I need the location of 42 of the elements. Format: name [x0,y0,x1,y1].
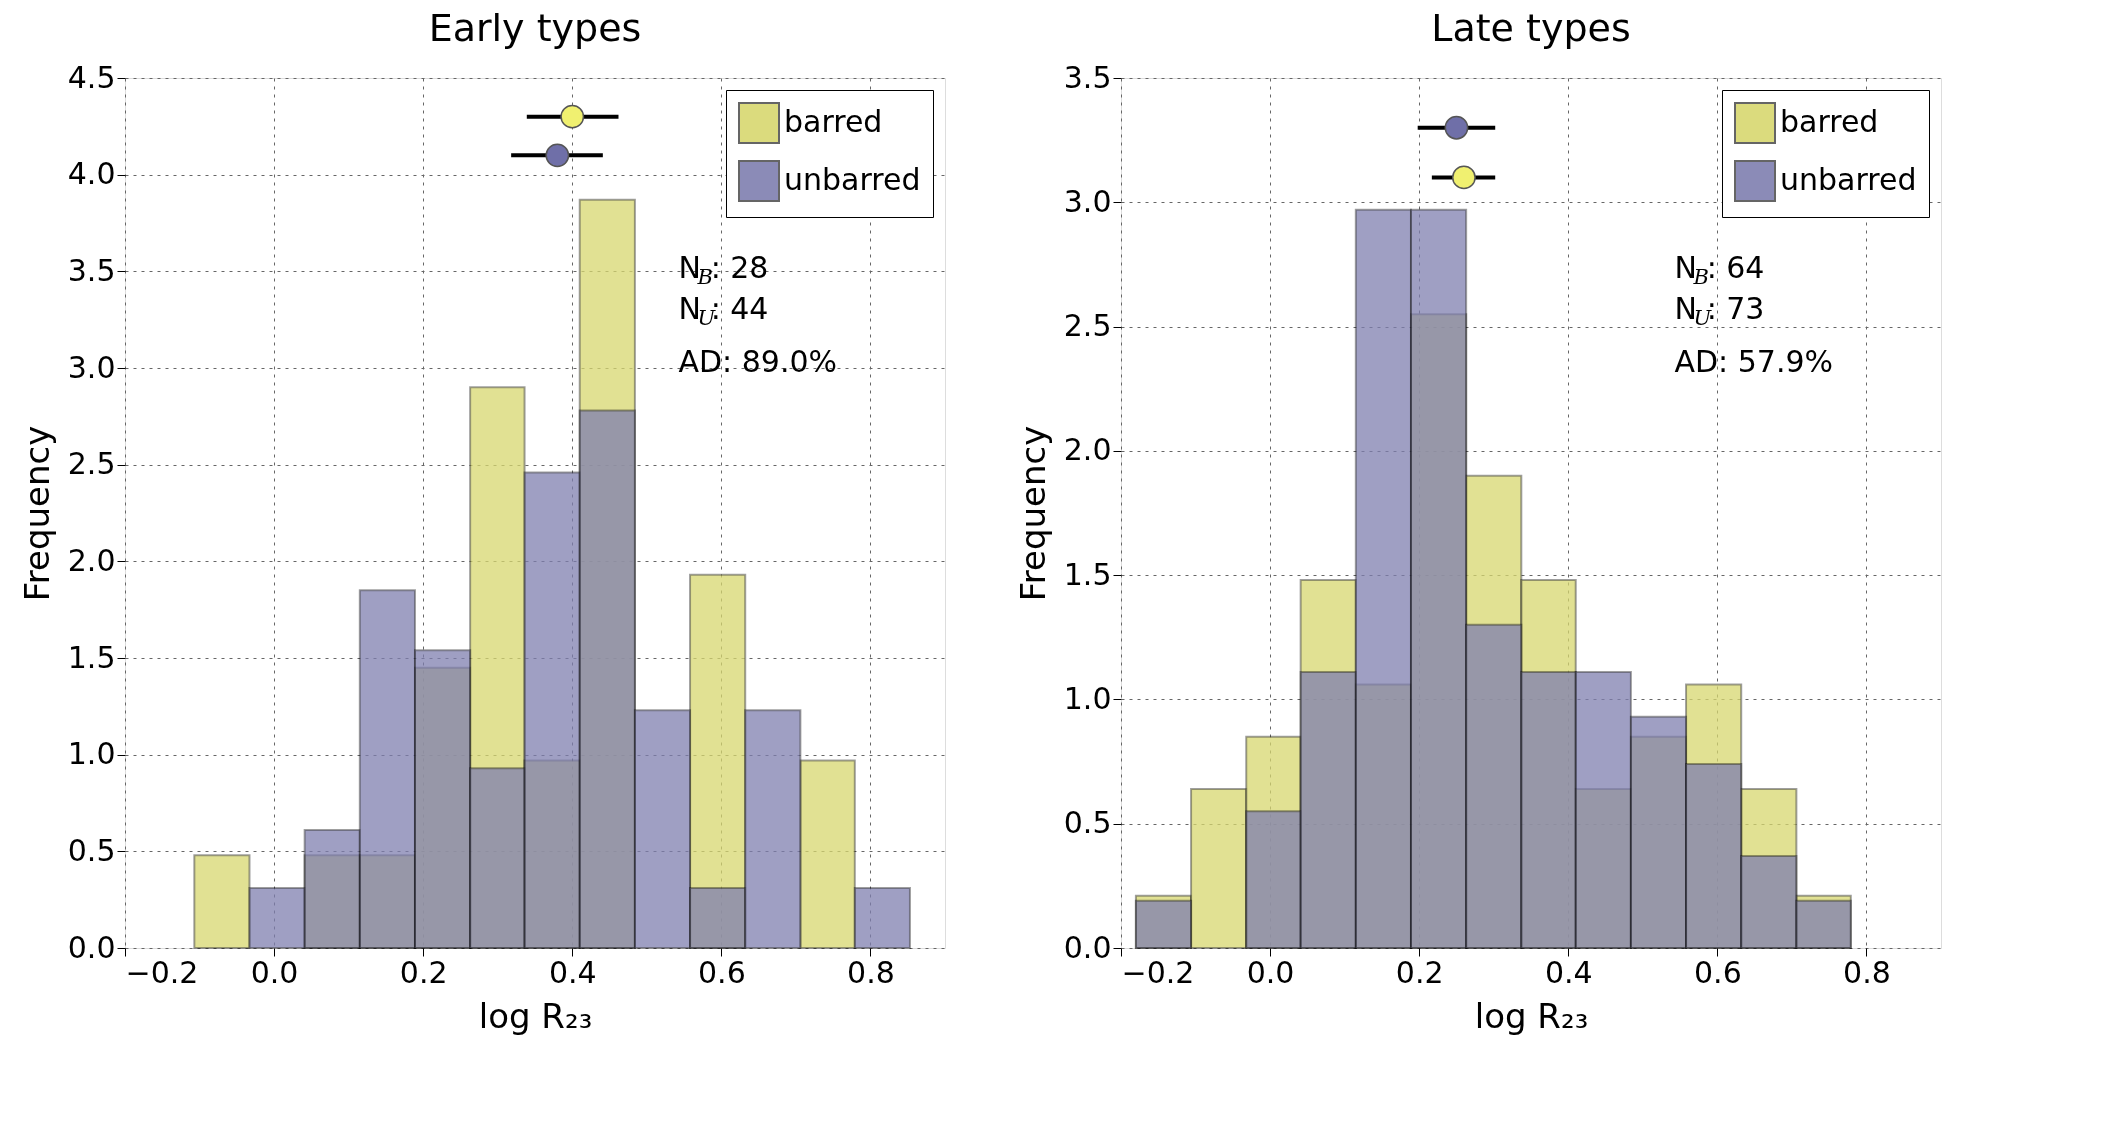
legend-label: barred [1780,104,1879,139]
y-axis-title: Frequency [16,425,57,602]
x-tick-label: 0.8 [847,954,895,990]
y-tick-label: 0.0 [1063,929,1112,965]
legend-label: unbarred [784,162,921,197]
y-tick-label: 0.5 [67,832,116,868]
y-tick-label: 2.5 [1063,308,1112,344]
y-tick-label: 2.5 [67,446,116,482]
y-tick-label: 3.0 [1063,183,1112,219]
x-axis-title: log R₂₃ [478,995,593,1036]
x-tick-label: 0.6 [698,954,746,990]
annotation: AD: 57.9% [1674,343,1834,379]
legend-label: barred [784,104,883,139]
y-tick-label: 3.5 [1063,59,1112,95]
y-tick-label: 3.0 [67,349,116,385]
x-tick-label: 0.0 [250,954,299,990]
y-tick-label: 1.5 [67,639,116,675]
y-tick-label: 4.0 [67,156,116,192]
x-tick-label: 0.0 [1246,954,1295,990]
x-axis-title: log R₂₃ [1474,995,1589,1036]
x-tick-label: 0.4 [1544,954,1593,990]
y-tick-label: 2.0 [67,542,116,578]
x-tick-label: 0.6 [1694,954,1742,990]
y-tick-label: 1.0 [67,736,116,772]
y-tick-label: 3.5 [67,252,116,288]
x-tick-label: −0.2 [125,954,199,990]
y-tick-label: 2.0 [1063,432,1112,468]
chart-title: Early types [428,6,642,50]
chart-title: Late types [1431,6,1631,50]
legend-label: unbarred [1780,162,1917,197]
y-tick-label: 0.5 [1063,805,1112,841]
x-tick-label: 0.8 [1843,954,1891,990]
annotation: AD: 89.0% [678,343,838,379]
y-tick-label: 0.0 [67,929,116,965]
y-tick-label: 1.0 [1063,680,1112,716]
x-tick-label: −0.2 [1121,954,1195,990]
x-tick-label: 0.4 [548,954,597,990]
y-axis-title: Frequency [1012,425,1053,602]
y-tick-label: 4.5 [67,59,116,95]
x-tick-label: 0.2 [1395,954,1444,990]
x-tick-label: 0.2 [399,954,448,990]
y-tick-label: 1.5 [1063,556,1112,592]
